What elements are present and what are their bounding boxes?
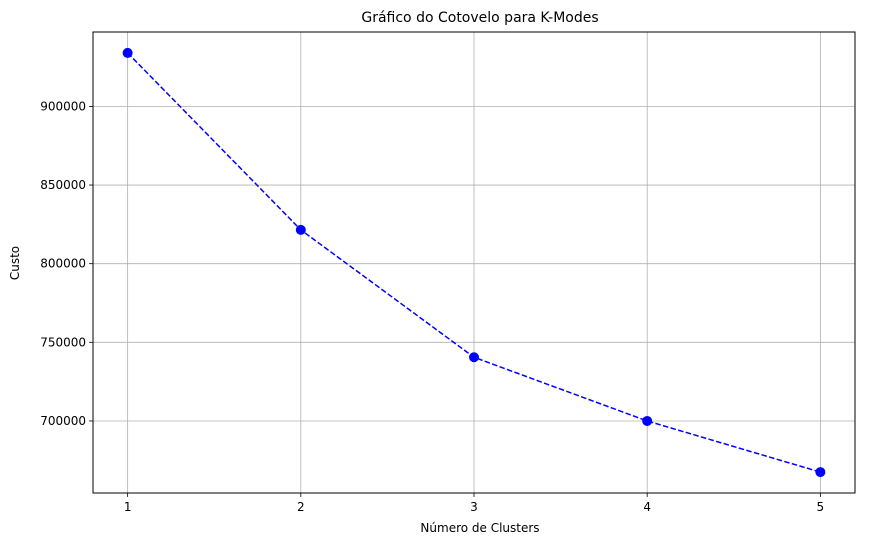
x-axis-title: Número de Clusters	[420, 521, 539, 535]
data-point	[295, 224, 306, 235]
x-tick-label: 5	[817, 500, 825, 514]
y-tick-label: 850000	[40, 178, 86, 192]
x-tick-label: 4	[643, 500, 651, 514]
x-tick-label: 1	[124, 500, 132, 514]
y-tick-label: 800000	[40, 257, 86, 271]
chart-title: Gráfico do Cotovelo para K-Modes	[361, 10, 598, 26]
data-point	[122, 47, 133, 58]
data-point	[469, 352, 479, 363]
y-tick-label: 900000	[40, 99, 86, 113]
x-tick-label: 2	[297, 500, 305, 514]
series-layer	[122, 47, 826, 478]
y-tick-label: 700000	[40, 414, 86, 428]
data-point	[642, 415, 653, 426]
y-axis-title: Custo	[8, 246, 22, 280]
grid	[93, 32, 855, 493]
ticks: 1 2 3 4 5 700000 750000 800000 850000 900000	[40, 99, 824, 514]
x-tick-label: 3	[470, 500, 478, 514]
y-tick-label: 750000	[40, 335, 86, 349]
data-point	[815, 467, 826, 478]
